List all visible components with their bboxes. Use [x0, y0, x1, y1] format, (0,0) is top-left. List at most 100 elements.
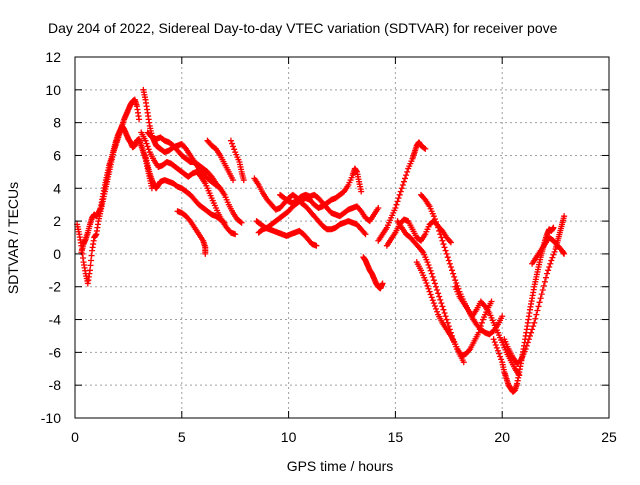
- data-point-marker: [144, 143, 151, 150]
- data-point-marker: [445, 257, 452, 264]
- data-point-marker: [375, 204, 382, 211]
- data-point-marker: [497, 353, 504, 360]
- data-point-marker: [444, 254, 451, 261]
- data-point-marker: [438, 234, 445, 241]
- data-point-marker: [430, 277, 437, 284]
- data-point-marker: [422, 277, 429, 284]
- data-point-marker: [437, 296, 444, 303]
- data-point-marker: [227, 137, 234, 144]
- y-tick-label: 2: [53, 213, 61, 229]
- y-tick-label: -8: [49, 377, 62, 393]
- data-point-marker: [475, 329, 482, 336]
- series-arc-w: [529, 234, 568, 267]
- data-point-marker: [495, 350, 502, 357]
- y-tick-label: -4: [49, 312, 62, 328]
- data-point-marker: [460, 359, 467, 366]
- data-point-marker: [439, 237, 446, 244]
- data-point-marker: [428, 294, 435, 301]
- data-point-marker: [397, 188, 404, 195]
- data-point-marker: [440, 306, 447, 313]
- series-arc-k: [253, 218, 320, 249]
- data-point-marker: [444, 319, 451, 326]
- data-point-marker: [429, 297, 436, 304]
- y-tick-label: 4: [53, 180, 61, 196]
- data-point-marker: [431, 280, 438, 287]
- series-arc-q: [394, 218, 495, 359]
- data-point-marker: [443, 250, 450, 257]
- data-point-marker: [398, 185, 405, 192]
- data-point-marker: [488, 298, 495, 305]
- series-arc-l: [255, 165, 365, 236]
- data-point-marker: [491, 339, 498, 346]
- data-point-marker: [450, 270, 457, 277]
- data-point-marker: [392, 204, 399, 211]
- data-point-marker: [550, 224, 557, 231]
- data-point-marker: [549, 254, 556, 261]
- data-point-marker: [432, 305, 439, 312]
- series-arc-c: [140, 86, 245, 226]
- data-point-marker: [546, 264, 553, 271]
- data-point-marker: [449, 267, 456, 274]
- data-point-marker: [216, 184, 223, 191]
- y-tick-label: 8: [53, 115, 61, 131]
- data-point-marker: [395, 195, 402, 202]
- data-point-marker: [217, 185, 224, 192]
- data-point-marker: [526, 332, 533, 339]
- data-point-marker: [423, 280, 430, 287]
- y-tick-label: -2: [49, 279, 62, 295]
- data-point-marker: [493, 344, 500, 351]
- series-arc-i: [227, 137, 247, 184]
- x-tick-label: 25: [601, 429, 617, 445]
- series-arc-n: [360, 254, 386, 292]
- data-point-marker: [451, 273, 458, 280]
- data-point-marker: [228, 140, 235, 147]
- data-point-marker: [542, 274, 549, 281]
- data-point-marker: [432, 218, 439, 225]
- data-point-marker: [136, 116, 143, 123]
- data-point-marker: [430, 213, 437, 220]
- data-point-marker: [437, 231, 444, 238]
- data-point-marker: [230, 177, 237, 184]
- data-point-marker: [313, 242, 320, 249]
- data-point-marker: [240, 177, 247, 184]
- data-point-marker: [447, 264, 454, 271]
- data-point-marker: [537, 295, 544, 302]
- data-point-marker: [142, 137, 149, 144]
- x-tick-label: 10: [281, 429, 297, 445]
- data-point-marker: [494, 347, 501, 354]
- data-point-marker: [532, 315, 539, 322]
- series-arc-h: [204, 137, 237, 184]
- data-point-marker: [443, 316, 450, 323]
- data-point-marker: [441, 244, 448, 251]
- data-point-marker: [421, 145, 428, 152]
- data-point-marker: [440, 241, 447, 248]
- data-point-marker: [238, 219, 245, 226]
- y-tick-label: -6: [49, 344, 62, 360]
- grid-lines: [75, 57, 609, 418]
- data-point-marker: [531, 319, 538, 326]
- data-point-marker: [522, 346, 529, 353]
- series-arc-d: [138, 129, 239, 238]
- data-point-marker: [548, 257, 555, 264]
- data-point-marker: [428, 270, 435, 277]
- data-point-marker: [442, 313, 449, 320]
- data-point-marker: [535, 303, 542, 310]
- data-point-marker: [434, 308, 441, 315]
- data-point-marker: [544, 270, 551, 277]
- data-point-marker: [362, 231, 369, 238]
- data-point-marker: [530, 323, 537, 330]
- axis-tick-labels: 0 5 10 15 20 25 -10 -8 -6 -4 -2 0 2 4 6 8 10 12: [41, 49, 617, 445]
- data-point-marker: [446, 260, 453, 267]
- data-point-marker: [523, 342, 530, 349]
- data-point-marker: [434, 221, 441, 228]
- data-point-marker: [221, 219, 228, 226]
- data-point-marker: [232, 231, 239, 238]
- series-arc-f: [144, 129, 224, 192]
- data-point-marker: [424, 259, 431, 266]
- data-point-marker: [536, 299, 543, 306]
- data-point-marker: [524, 339, 531, 346]
- data-point-marker: [426, 288, 433, 295]
- data-point-marker: [393, 201, 400, 208]
- data-point-marker: [446, 238, 453, 245]
